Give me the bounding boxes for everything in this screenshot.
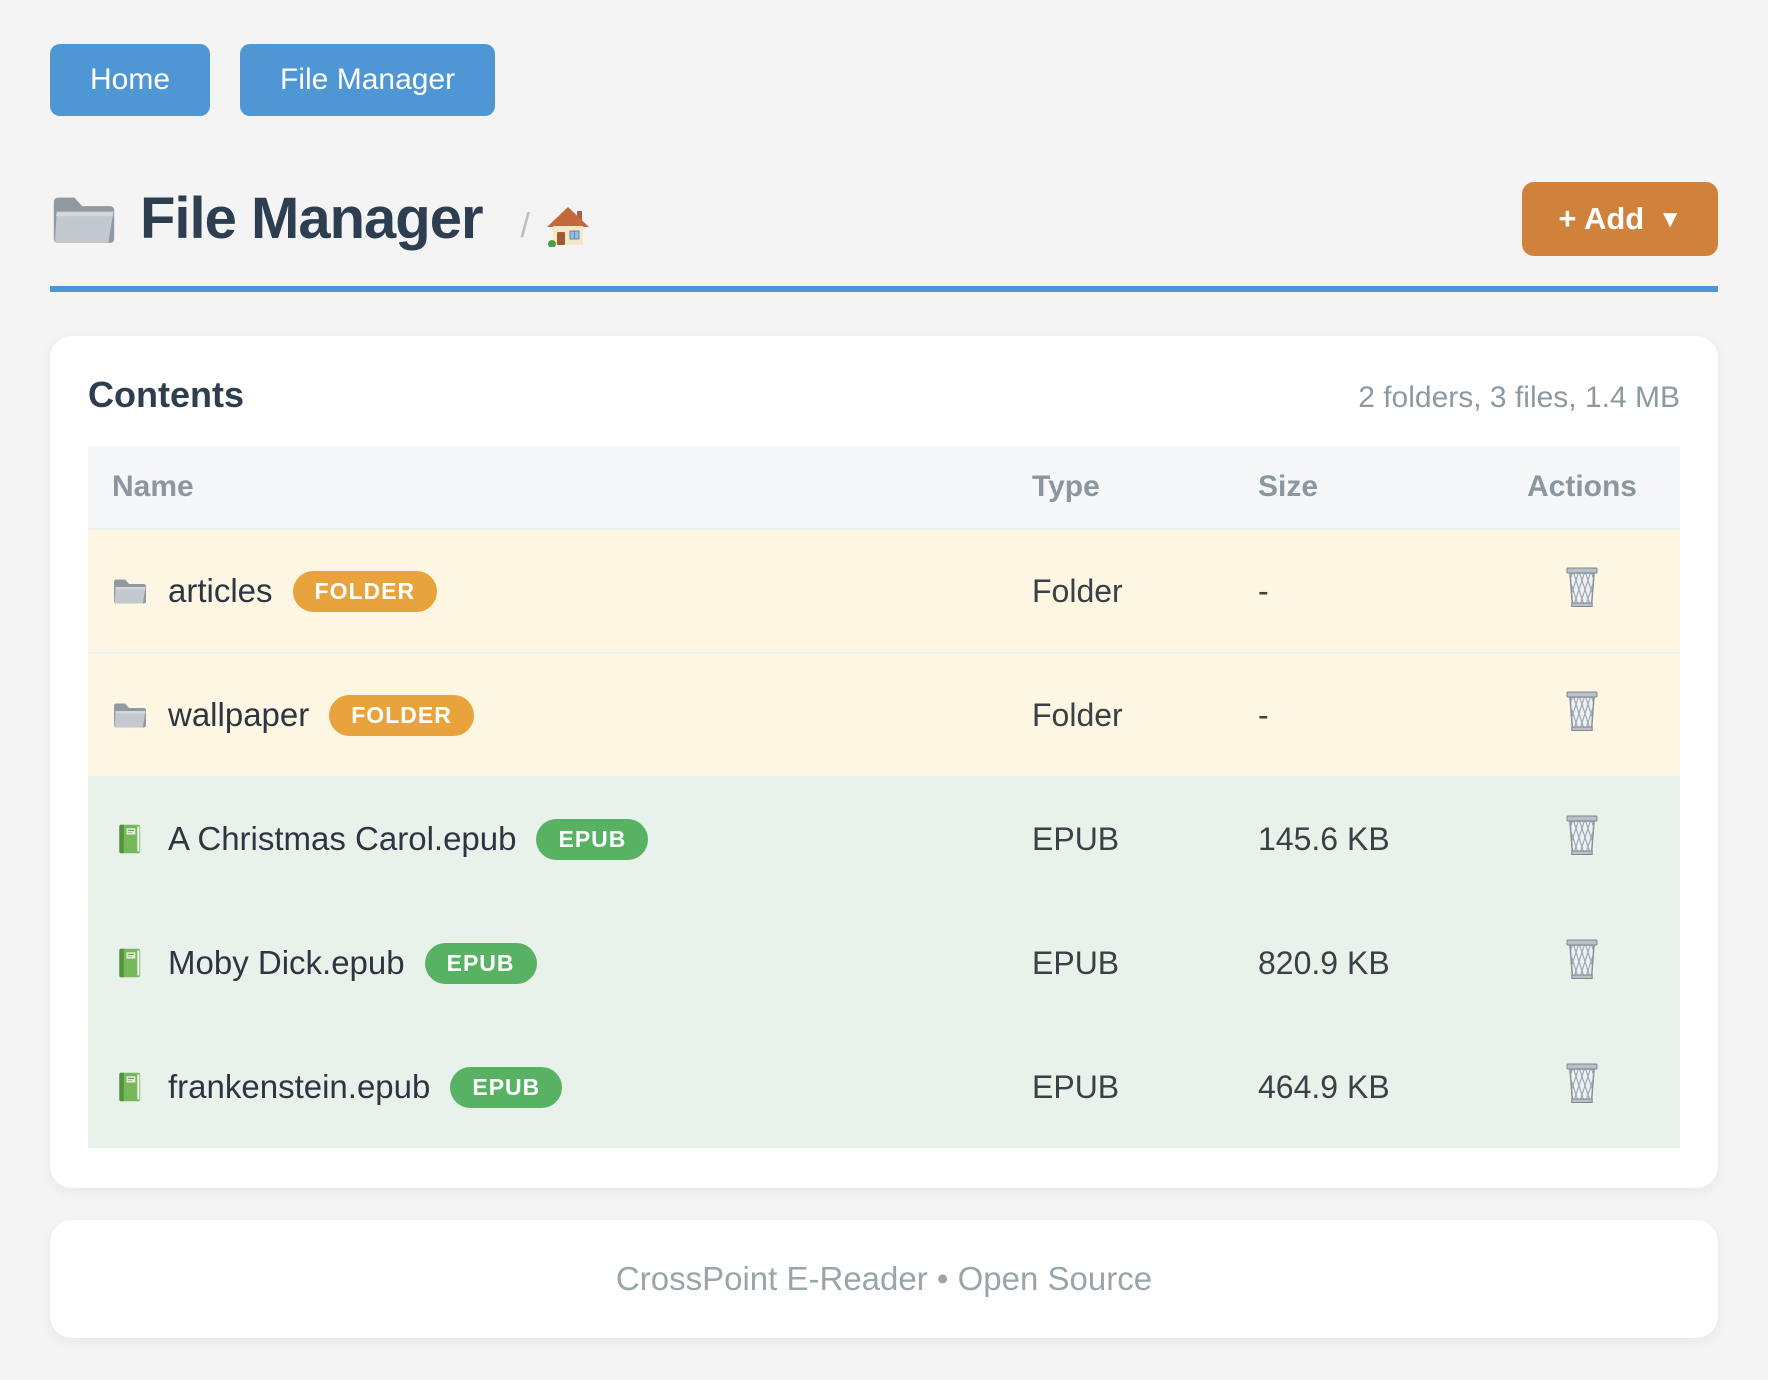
green-book-icon	[112, 1071, 148, 1103]
table-row[interactable]: wallpaper FOLDER Folder -	[88, 652, 1680, 777]
type-badge: FOLDER	[329, 694, 474, 736]
page-header: File Manager / + Add ▼	[50, 182, 1718, 256]
file-name: wallpaper	[168, 696, 310, 733]
table-row[interactable]: frankenstein.epub EPUB EPUB 464.9 KB	[88, 1024, 1680, 1148]
table-row[interactable]: articles FOLDER Folder -	[88, 528, 1680, 653]
type-badge: FOLDER	[292, 570, 438, 612]
column-header-actions: Actions	[1484, 446, 1680, 529]
delete-button[interactable]	[1562, 688, 1602, 737]
file-type: EPUB	[1008, 776, 1234, 901]
home-icon[interactable]	[546, 205, 590, 248]
folder-icon	[50, 191, 118, 247]
column-header-name: Name	[88, 446, 1008, 529]
file-type: EPUB	[1008, 1024, 1234, 1148]
file-manager-nav-button[interactable]: File Manager	[240, 44, 496, 116]
add-button-label: + Add	[1558, 201, 1645, 236]
contents-summary: 2 folders, 3 files, 1.4 MB	[1358, 381, 1680, 414]
table-header-row: Name Type Size Actions	[88, 446, 1680, 529]
folder-icon	[112, 575, 148, 607]
column-header-size: Size	[1234, 446, 1484, 529]
folder-icon	[112, 699, 148, 731]
contents-card-header: Contents 2 folders, 3 files, 1.4 MB	[88, 374, 1680, 416]
column-header-type: Type	[1008, 446, 1234, 529]
type-badge: EPUB	[450, 1066, 563, 1108]
green-book-icon	[112, 947, 148, 979]
green-book-icon	[112, 823, 148, 855]
file-size: -	[1234, 652, 1484, 777]
wastebasket-icon	[1562, 688, 1602, 737]
delete-button[interactable]	[1562, 936, 1602, 985]
wastebasket-icon	[1562, 1060, 1602, 1109]
wastebasket-icon	[1562, 564, 1602, 613]
file-table-body: articles FOLDER Folder -	[88, 528, 1680, 1148]
delete-button[interactable]	[1562, 812, 1602, 861]
file-name: frankenstein.epub	[168, 1068, 431, 1105]
wastebasket-icon	[1562, 812, 1602, 861]
delete-button[interactable]	[1562, 564, 1602, 613]
contents-card: Contents 2 folders, 3 files, 1.4 MB Name…	[50, 336, 1718, 1188]
breadcrumb-separator: /	[520, 206, 530, 245]
page-title: File Manager	[140, 186, 484, 251]
wastebasket-icon	[1562, 936, 1602, 985]
contents-title: Contents	[88, 374, 244, 415]
file-size: 464.9 KB	[1234, 1024, 1484, 1148]
file-name: A Christmas Carol.epub	[168, 820, 517, 857]
file-type: Folder	[1008, 652, 1234, 777]
type-badge: EPUB	[424, 942, 537, 984]
file-type: Folder	[1008, 528, 1234, 653]
file-name: Moby Dick.epub	[168, 944, 405, 981]
breadcrumb: /	[520, 205, 590, 248]
footer-card: CrossPoint E-Reader • Open Source	[50, 1220, 1718, 1338]
file-size: 145.6 KB	[1234, 776, 1484, 901]
file-name: articles	[168, 572, 273, 609]
file-size: -	[1234, 528, 1484, 653]
table-row[interactable]: A Christmas Carol.epub EPUB EPUB 145.6 K…	[88, 776, 1680, 901]
home-nav-button[interactable]: Home	[50, 44, 211, 116]
chevron-down-icon: ▼	[1658, 206, 1682, 233]
header-divider	[50, 286, 1718, 292]
top-nav: Home File Manager	[50, 44, 1718, 116]
delete-button[interactable]	[1562, 1060, 1602, 1109]
type-badge: EPUB	[536, 818, 649, 860]
file-type: EPUB	[1008, 900, 1234, 1025]
footer-text: CrossPoint E-Reader • Open Source	[615, 1260, 1153, 1297]
file-table: Name Type Size Actions	[88, 446, 1680, 1148]
add-button[interactable]: + Add ▼	[1522, 182, 1718, 256]
file-size: 820.9 KB	[1234, 900, 1484, 1025]
table-row[interactable]: Moby Dick.epub EPUB EPUB 820.9 KB	[88, 900, 1680, 1025]
